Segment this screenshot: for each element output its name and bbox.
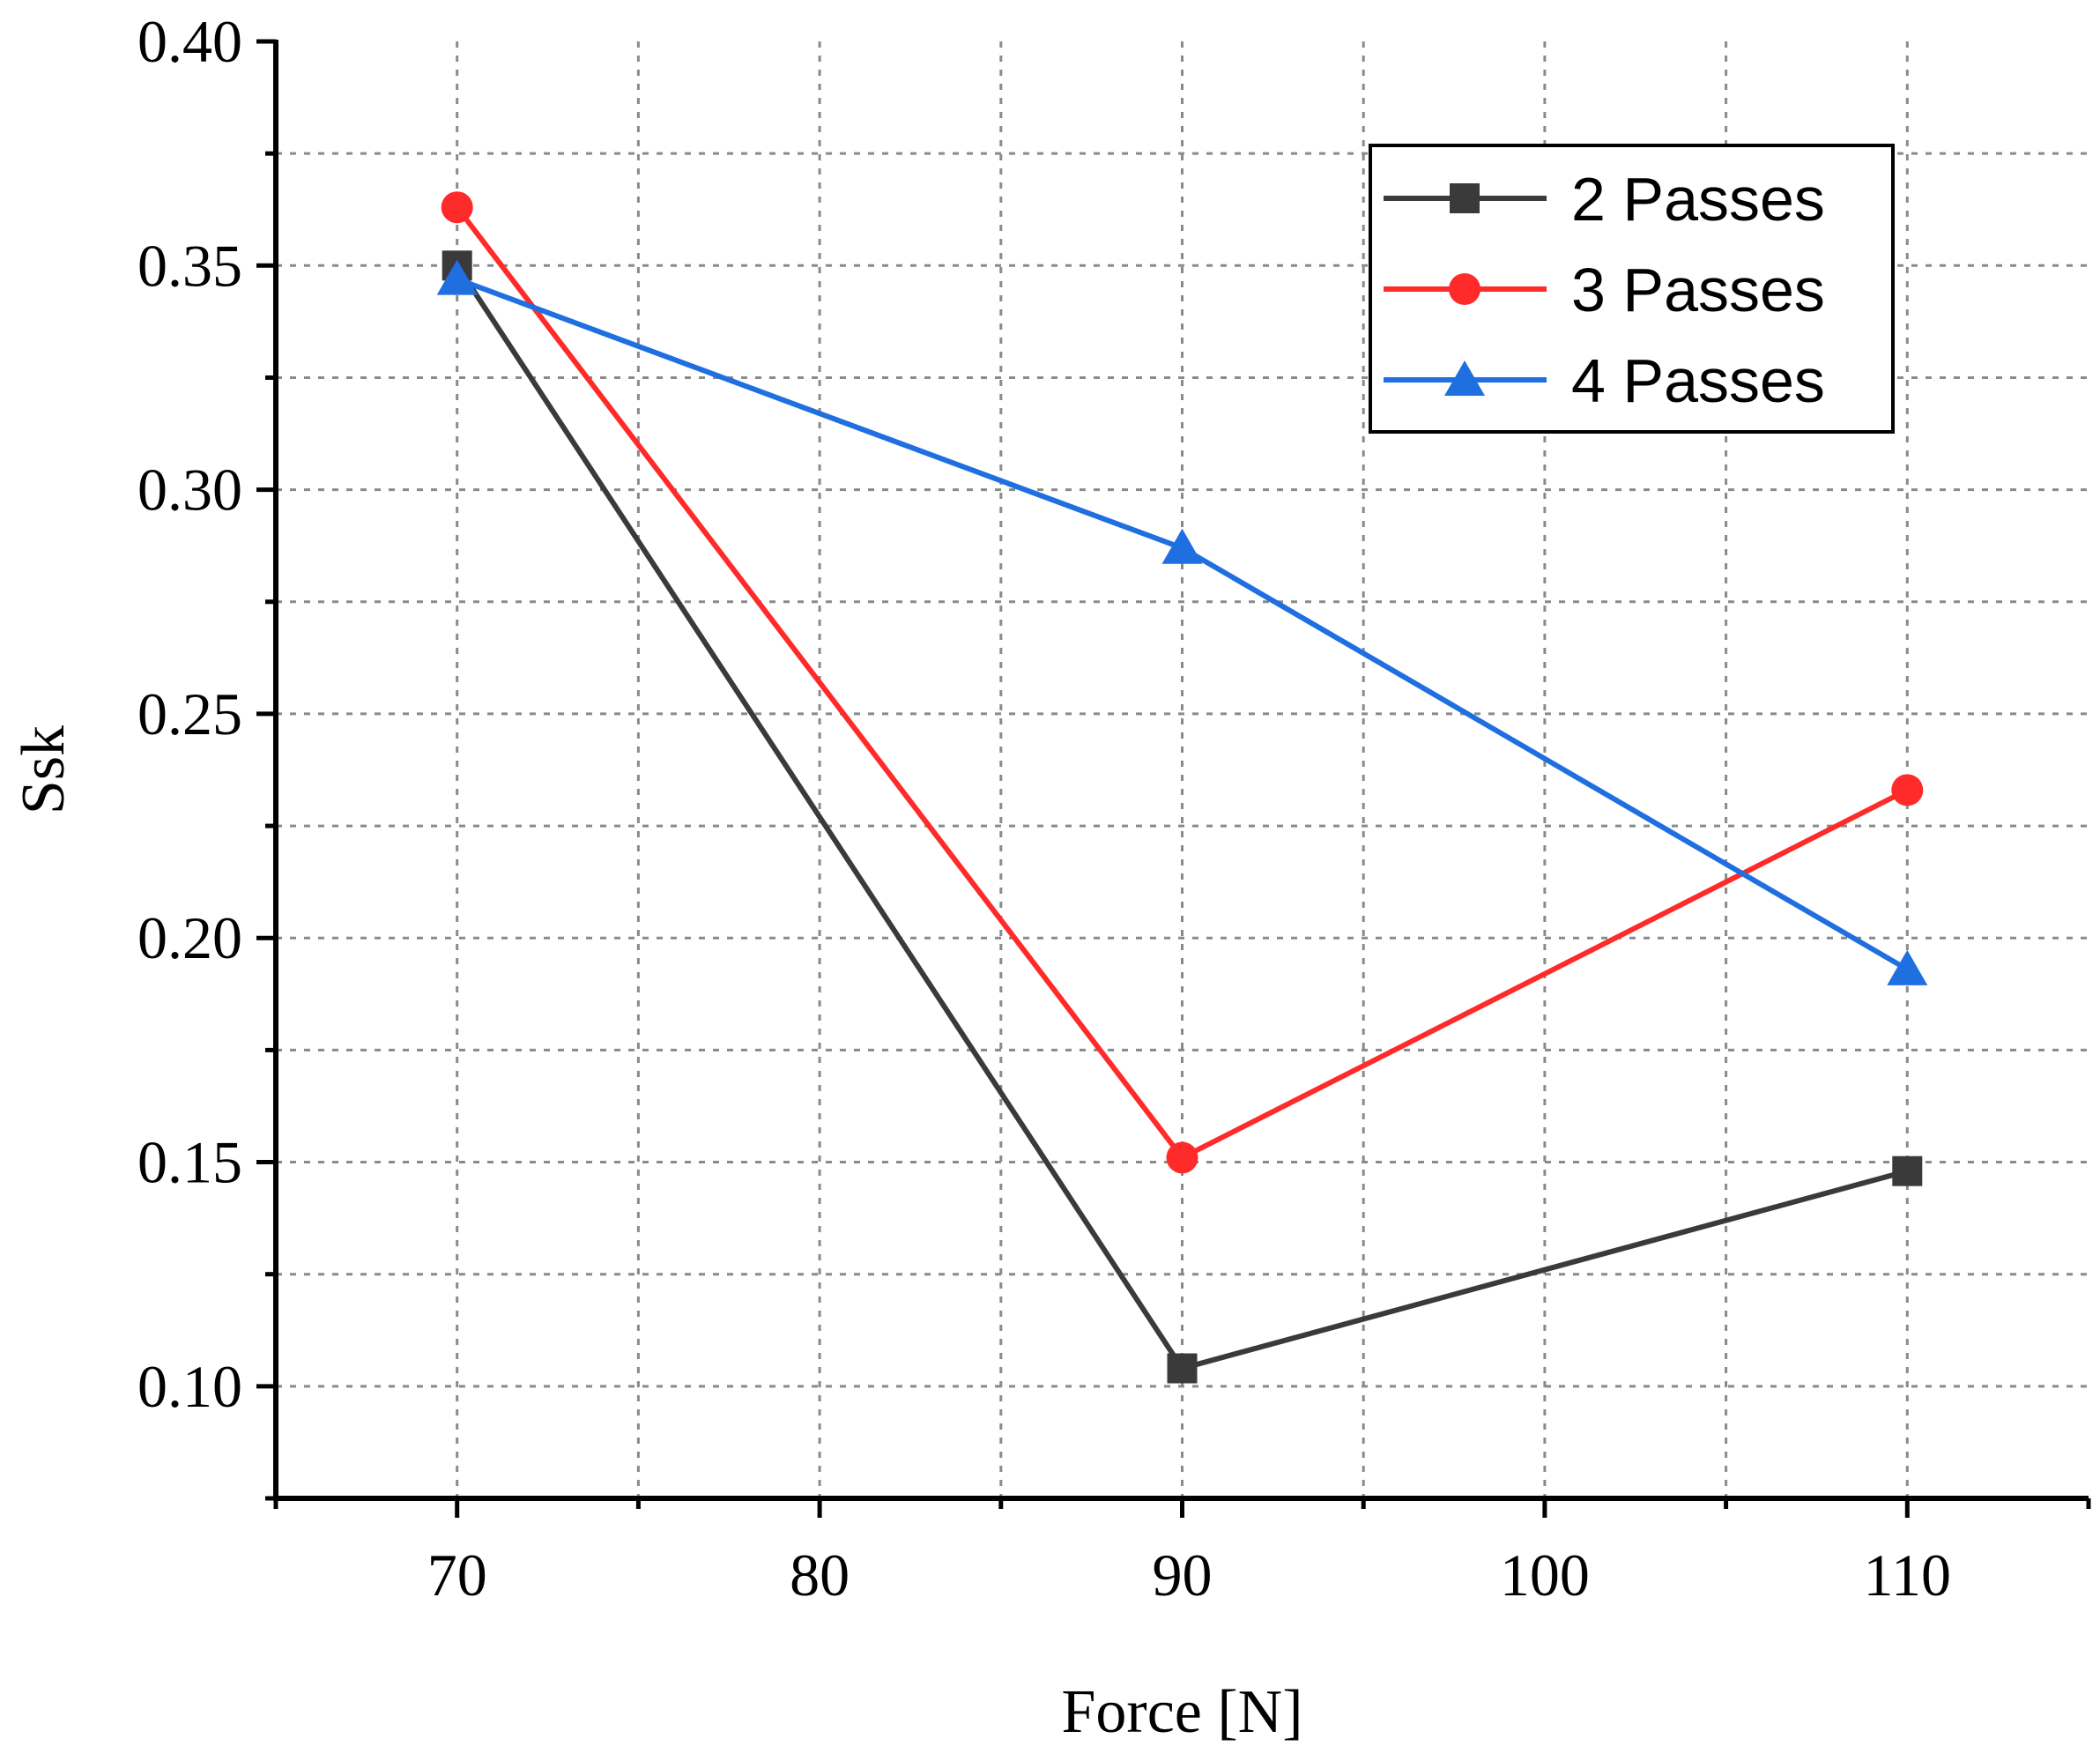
- y-axis-title: Ssk: [10, 725, 78, 814]
- y-tick-label: 0.10: [137, 1353, 242, 1420]
- x-tick-label: 100: [1500, 1542, 1590, 1609]
- y-tick-label: 0.20: [137, 904, 242, 971]
- grid: [276, 41, 2089, 1498]
- y-tick-label: 0.15: [137, 1129, 242, 1196]
- legend-label: 4 Passes: [1571, 346, 1825, 415]
- data-point: [1166, 1141, 1198, 1174]
- legend-label: 3 Passes: [1571, 256, 1825, 324]
- data-point: [1887, 949, 1928, 985]
- data-point: [1161, 528, 1203, 564]
- legend-entry: 4 Passes: [1384, 346, 1825, 415]
- y-tick-label: 0.35: [137, 232, 242, 299]
- data-point: [1891, 774, 1924, 806]
- legend: 2 Passes 3 Passes 4 Passes: [1369, 144, 1895, 434]
- series-layer: [436, 191, 1928, 1384]
- legend-entry: 3 Passes: [1384, 256, 1825, 324]
- legend-marker: [1444, 360, 1485, 396]
- series-4-passes: [436, 259, 1928, 985]
- legend-entry: 2 Passes: [1384, 165, 1825, 234]
- data-point: [1167, 1353, 1198, 1384]
- data-point: [436, 259, 478, 295]
- y-tick-label: 0.30: [137, 457, 242, 524]
- x-tick-label: 110: [1864, 1542, 1951, 1609]
- legend-marker: [1450, 183, 1480, 213]
- x-tick-label: 70: [427, 1542, 487, 1609]
- data-point: [441, 191, 473, 224]
- y-tick-label: 0.40: [137, 8, 242, 75]
- ticks: 0.10 0.15 0.20 0.25 0.30 0.35 0.40 70 80 90 100 110: [137, 8, 2091, 1609]
- x-axis-title: Force [N]: [1061, 1678, 1302, 1746]
- series-2-passes: [442, 250, 1923, 1384]
- series-3-passes: [441, 191, 1924, 1174]
- x-tick-label: 90: [1153, 1542, 1213, 1609]
- legend-label: 2 Passes: [1571, 165, 1825, 234]
- y-tick-label: 0.25: [137, 680, 242, 747]
- data-point: [1892, 1155, 1923, 1186]
- legend-marker: [1449, 273, 1480, 305]
- x-tick-label: 80: [790, 1542, 850, 1609]
